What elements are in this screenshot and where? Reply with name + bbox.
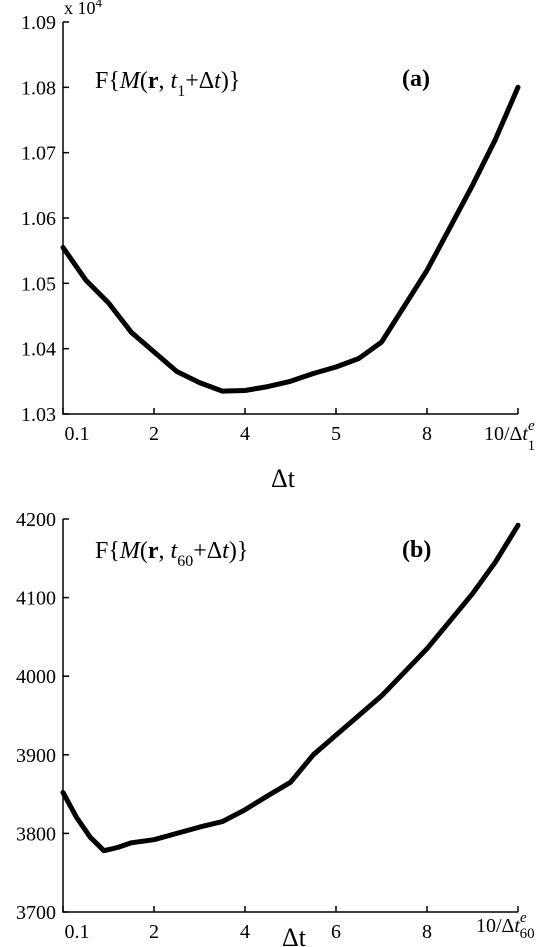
y-tick-label: 1.04 xyxy=(21,339,56,361)
y-tick-label: 3900 xyxy=(16,745,56,767)
y-tick-label: 1.08 xyxy=(21,77,56,99)
panel-a-series-line xyxy=(60,84,521,394)
panel-b-axes xyxy=(62,519,518,913)
y-tick-label: 1.05 xyxy=(21,273,56,295)
x-tick-label: 6 xyxy=(331,921,341,943)
x-tick-label: 8 xyxy=(422,921,432,943)
panel-a-title: F{M(r, t1+Δt)} xyxy=(95,68,240,100)
panel-a-label: (a) xyxy=(402,66,430,92)
panel-a-x-axis-label: Δt xyxy=(271,464,296,493)
y-tick-label: 1.07 xyxy=(21,143,56,165)
panel-a-x-tick-end: 10/Δte 1 xyxy=(484,418,535,454)
panel-b-series-line xyxy=(60,522,521,854)
panel-a-y-multiplier: x 104 xyxy=(64,0,103,18)
y-tick-label: 1.06 xyxy=(21,208,56,230)
x-tick-label: 2 xyxy=(149,921,159,943)
x-tick-label: 4 xyxy=(240,423,250,445)
x-tick-label: 8 xyxy=(422,423,432,445)
y-tick-label: 1.09 xyxy=(21,12,56,34)
y-tick-label: 3800 xyxy=(16,823,56,845)
x-tick-label: 4 xyxy=(240,921,250,943)
panel-a: 1.03 1.04 1.05 1.06 1.07 1.08 1.09 0.1 2 4 5 8 x 1… xyxy=(21,0,535,493)
panel-b: 3700 3800 3900 4000 4100 4200 0.1 2 4 6 8 F{M(r, … xyxy=(16,509,535,947)
x-tick-label: 2 xyxy=(149,423,159,445)
y-tick-label: 4100 xyxy=(16,588,56,610)
y-tick-label: 1.03 xyxy=(21,404,56,426)
panel-b-label: (b) xyxy=(402,537,431,563)
panel-b-x-ticks: 0.1 2 4 6 8 xyxy=(62,906,519,943)
panel-b-y-ticks: 3700 3800 3900 4000 4100 4200 xyxy=(16,509,69,924)
x-tick-label: 0.1 xyxy=(65,423,90,445)
panel-b-x-tick-end: 10/Δte 60 xyxy=(476,910,535,942)
x-tick-label: 0.1 xyxy=(65,921,90,943)
y-tick-label: 3700 xyxy=(16,902,56,924)
panel-b-title: F{M(r, t60+Δt)} xyxy=(95,538,248,570)
panel-a-x-ticks: 0.1 2 4 5 8 xyxy=(62,408,519,445)
y-tick-label: 4200 xyxy=(16,509,56,531)
y-tick-label: 4000 xyxy=(16,666,56,688)
panel-a-y-ticks: 1.03 1.04 1.05 1.06 1.07 1.08 1.09 xyxy=(21,12,69,426)
panel-b-x-axis-label: Δt xyxy=(282,923,307,947)
x-tick-label: 5 xyxy=(331,423,341,445)
